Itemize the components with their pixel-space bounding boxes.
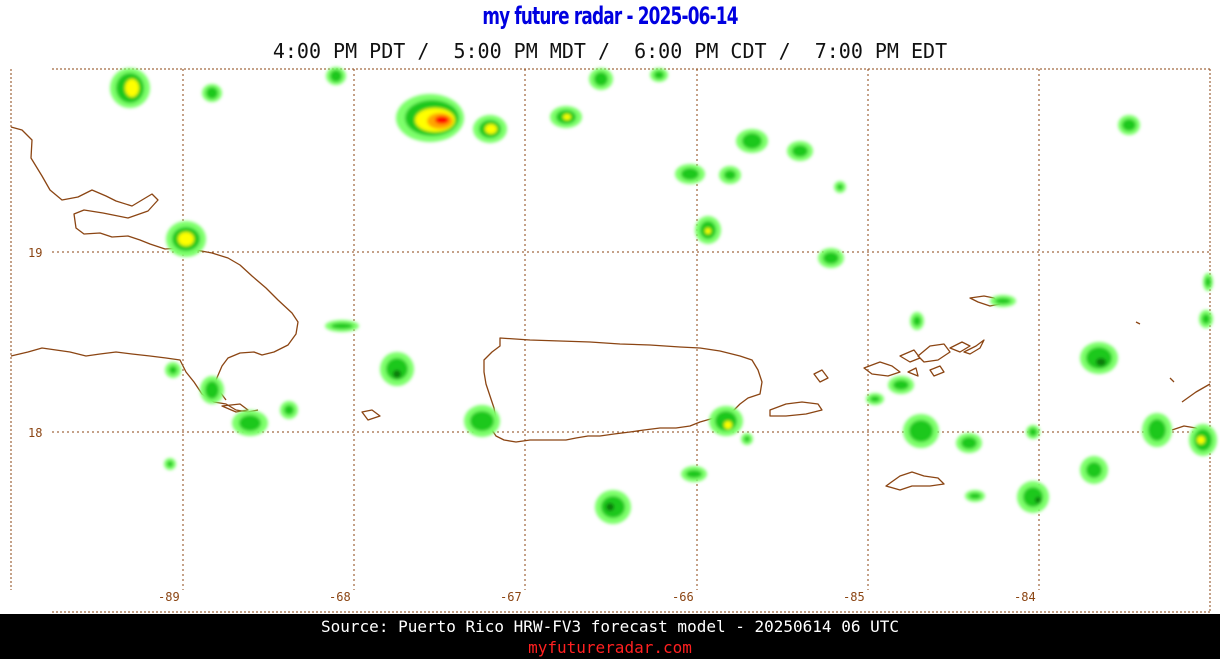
echo-cell xyxy=(205,381,219,399)
echo-cell xyxy=(206,87,218,99)
echo-cell xyxy=(470,411,494,431)
echo-cell xyxy=(331,323,353,329)
radar-echoes xyxy=(110,67,1217,524)
echo-cell xyxy=(1205,277,1211,287)
echo-cell xyxy=(485,124,497,134)
echo-cell xyxy=(167,461,173,467)
map-frame xyxy=(10,68,1211,613)
echo-cell xyxy=(792,145,808,157)
radar-map: 19 18 -89 -68 -67 -66 -85 -84 xyxy=(10,67,1217,613)
echo-cell xyxy=(744,436,750,442)
echo-cell xyxy=(724,421,732,429)
echo-cell xyxy=(654,71,664,79)
coast-islet-a xyxy=(221,403,249,413)
echo-cell xyxy=(724,170,736,180)
lon-label: -84 xyxy=(1014,590,1036,604)
echo-cell xyxy=(330,70,342,82)
echo-cell xyxy=(1029,428,1037,436)
echo-cell xyxy=(386,358,408,380)
lon-label: -85 xyxy=(843,590,865,604)
coast-virgin-islands xyxy=(863,339,985,377)
echo-cell xyxy=(239,415,261,431)
echo-cell xyxy=(606,503,614,511)
time-zones-line: 4:00 PM PDT / 5:00 PM MDT / 6:00 PM CDT … xyxy=(272,39,948,63)
coast-culebra-vieques xyxy=(769,401,823,417)
echo-cell xyxy=(742,133,762,149)
echo-cell xyxy=(909,420,933,442)
echo-cell xyxy=(969,493,981,499)
lon-label: -66 xyxy=(672,590,694,604)
echo-cell xyxy=(284,405,294,415)
echo-cell xyxy=(995,298,1011,304)
coast-st-croix xyxy=(885,471,945,491)
source-credit: Source: Puerto Rico HRW-FV3 forecast mod… xyxy=(321,617,899,636)
echo-cell xyxy=(125,79,139,97)
echo-cell xyxy=(893,380,909,390)
echo-cell xyxy=(393,370,401,378)
lon-label: -67 xyxy=(500,590,522,604)
coast-hispaniola-south xyxy=(10,347,259,413)
coast-hispaniola-north xyxy=(10,126,299,401)
coast-islet-b xyxy=(361,409,381,421)
coast-islet-d xyxy=(1135,321,1141,325)
echo-cell xyxy=(1202,314,1210,324)
lat-label: 19 xyxy=(28,246,42,260)
echo-cell xyxy=(1096,358,1106,366)
echo-cell xyxy=(1086,347,1112,369)
lat-label: 18 xyxy=(28,426,42,440)
echo-cell xyxy=(705,228,711,234)
echo-cell xyxy=(1148,419,1166,441)
echo-cell xyxy=(913,316,921,326)
echo-cell xyxy=(1086,462,1102,478)
echo-cell xyxy=(1197,436,1205,444)
echo-cell xyxy=(686,470,702,478)
echo-cell xyxy=(169,366,177,374)
echo-cell xyxy=(1035,497,1041,503)
site-link[interactable]: myfutureradar.com xyxy=(528,638,692,657)
coast-islet-c xyxy=(813,369,829,383)
echo-cell xyxy=(823,252,839,264)
echo-cell xyxy=(870,396,880,402)
lon-label: -68 xyxy=(329,590,351,604)
echo-cell xyxy=(1023,487,1043,507)
lon-label: -89 xyxy=(158,590,180,604)
echo-cell xyxy=(681,168,699,180)
echo-cell xyxy=(1122,119,1136,131)
echo-cell xyxy=(563,114,571,120)
footer-bar: Source: Puerto Rico HRW-FV3 forecast mod… xyxy=(0,614,1220,659)
echo-cell xyxy=(178,232,194,246)
echo-cell xyxy=(594,72,608,86)
echo-cell xyxy=(961,437,977,449)
page-title: my future radar - 2025-06-14 xyxy=(482,2,738,30)
echo-cell xyxy=(435,116,449,124)
echo-cell xyxy=(837,184,843,190)
